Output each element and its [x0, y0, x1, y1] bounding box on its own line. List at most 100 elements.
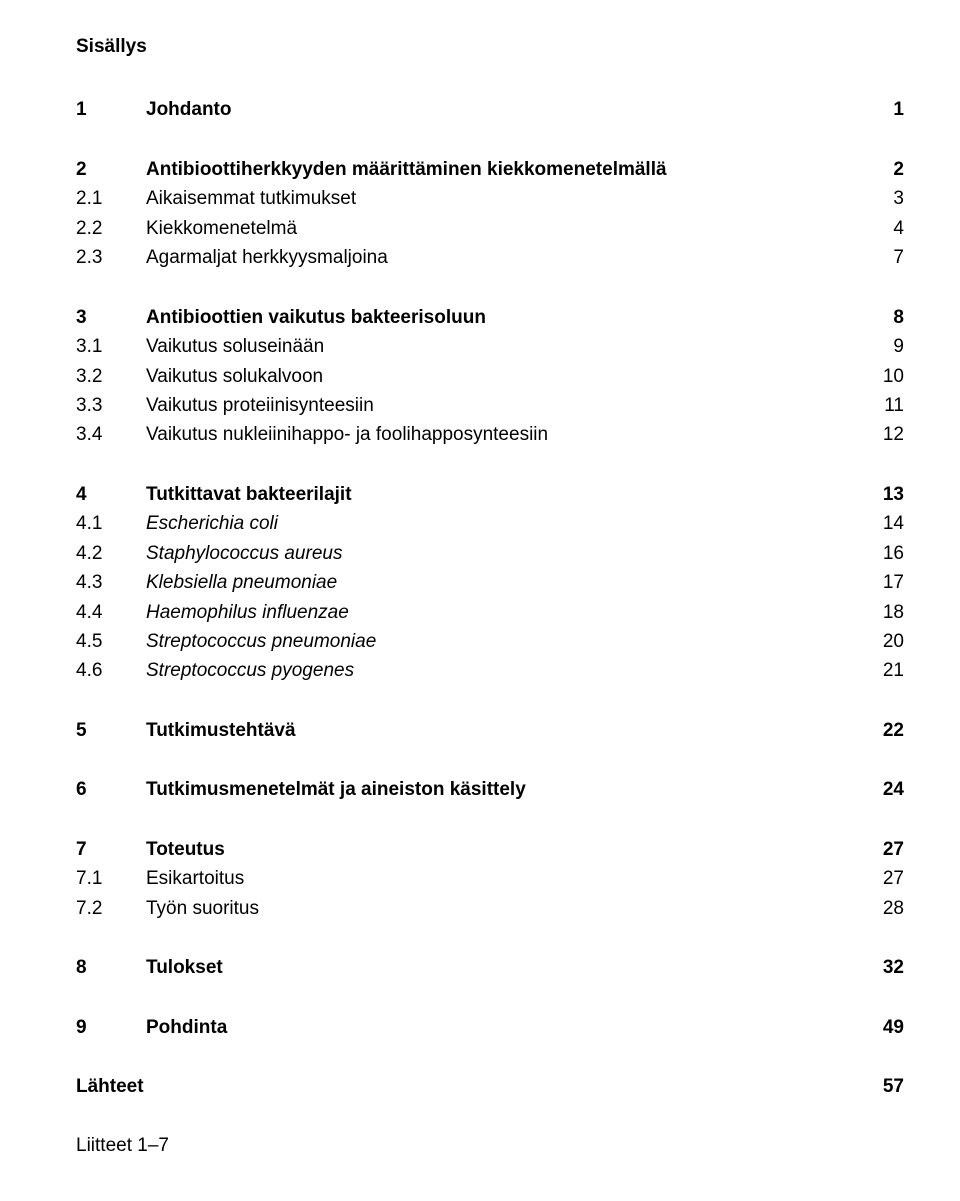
toc-entry-page: 16	[874, 539, 904, 568]
toc-entry-number: 9	[76, 1013, 146, 1042]
toc-entry-number: 7.1	[76, 864, 146, 893]
toc-entry-number: 3.4	[76, 420, 146, 449]
toc-footer-label: Lähteet	[76, 1072, 874, 1101]
toc-footer-label: Liitteet 1–7	[76, 1131, 874, 1160]
toc-entry: 2.2Kiekkomenetelmä4	[76, 214, 904, 243]
toc-entry-label: Johdanto	[146, 95, 874, 124]
toc-entry: 2Antibioottiherkkyyden määrittäminen kie…	[76, 155, 904, 184]
toc-entry-page: 17	[874, 568, 904, 597]
toc-entry-page: 13	[874, 480, 904, 509]
toc-entry-label: Antibioottien vaikutus bakteerisoluun	[146, 303, 874, 332]
toc-entry-number: 7.2	[76, 894, 146, 923]
toc-entry-number: 2.2	[76, 214, 146, 243]
toc-entry-label: Tulokset	[146, 953, 874, 982]
toc-entry: 4.3Klebsiella pneumoniae17	[76, 568, 904, 597]
toc-entry-label: Klebsiella pneumoniae	[146, 568, 874, 597]
toc-entry-number: 4.5	[76, 627, 146, 656]
toc-entry: 4.1Escherichia coli14	[76, 509, 904, 538]
toc-entry: 6Tutkimusmenetelmät ja aineiston käsitte…	[76, 775, 904, 804]
toc-entry-page: 24	[874, 775, 904, 804]
toc-entry-label: Streptococcus pneumoniae	[146, 627, 874, 656]
toc-entry-label: Staphylococcus aureus	[146, 539, 874, 568]
toc-entry: 2.1Aikaisemmat tutkimukset3	[76, 184, 904, 213]
toc-entry-number: 4.2	[76, 539, 146, 568]
toc-entry-page: 21	[874, 656, 904, 685]
toc-list: 1Johdanto12Antibioottiherkkyyden määritt…	[76, 95, 904, 1042]
toc-entry-page: 49	[874, 1013, 904, 1042]
toc-entry: 4.2Staphylococcus aureus16	[76, 539, 904, 568]
toc-entry-label: Tutkimusmenetelmät ja aineiston käsittel…	[146, 775, 874, 804]
toc-entry-page: 10	[874, 362, 904, 391]
toc-entry: 3.1Vaikutus soluseinään9	[76, 332, 904, 361]
toc-entry-page: 3	[874, 184, 904, 213]
toc-entry: 3Antibioottien vaikutus bakteerisoluun8	[76, 303, 904, 332]
toc-entry-page: 7	[874, 243, 904, 272]
toc-entry-page: 11	[874, 391, 904, 420]
toc-entry-number: 5	[76, 716, 146, 745]
toc-entry-number: 4.1	[76, 509, 146, 538]
toc-entry-label: Pohdinta	[146, 1013, 874, 1042]
toc-entry-page: 8	[874, 303, 904, 332]
toc-entry-number: 2	[76, 155, 146, 184]
toc-entry-number: 2.1	[76, 184, 146, 213]
toc-entry: 7.2Työn suoritus28	[76, 894, 904, 923]
toc-entry-page: 9	[874, 332, 904, 361]
toc-entry-number: 1	[76, 95, 146, 124]
toc-entry-page: 20	[874, 627, 904, 656]
toc-entry-number: 6	[76, 775, 146, 804]
toc-entry-page: 27	[874, 864, 904, 893]
toc-entry: 3.4Vaikutus nukleiinihappo- ja foolihapp…	[76, 420, 904, 449]
toc-entry: 7.1Esikartoitus27	[76, 864, 904, 893]
toc-entry-label: Escherichia coli	[146, 509, 874, 538]
toc-entry: 3.3Vaikutus proteiinisynteesiin11	[76, 391, 904, 420]
toc-footer-page: 57	[874, 1072, 904, 1101]
toc-entry: 3.2Vaikutus solukalvoon10	[76, 362, 904, 391]
toc-entry-label: Työn suoritus	[146, 894, 874, 923]
toc-entry-label: Tutkittavat bakteerilajit	[146, 480, 874, 509]
toc-entry-number: 4.3	[76, 568, 146, 597]
toc-entry-page: 1	[874, 95, 904, 124]
toc-entry: 7Toteutus27	[76, 835, 904, 864]
toc-entry-label: Vaikutus soluseinään	[146, 332, 874, 361]
toc-entry-number: 3.1	[76, 332, 146, 361]
toc-entry-label: Esikartoitus	[146, 864, 874, 893]
toc-entry-number: 8	[76, 953, 146, 982]
toc-entry-number: 2.3	[76, 243, 146, 272]
toc-entry-page: 32	[874, 953, 904, 982]
toc-entry-page: 12	[874, 420, 904, 449]
toc-entry: 5Tutkimustehtävä22	[76, 716, 904, 745]
toc-entry-label: Haemophilus influenzae	[146, 598, 874, 627]
toc-entry-label: Vaikutus solukalvoon	[146, 362, 874, 391]
doc-title: Sisällys	[76, 32, 904, 61]
toc-entry: 4.6Streptococcus pyogenes21	[76, 656, 904, 685]
toc-entry-label: Antibioottiherkkyyden määrittäminen kiek…	[146, 155, 874, 184]
toc-entry: 4.5Streptococcus pneumoniae20	[76, 627, 904, 656]
toc-entry-page: 27	[874, 835, 904, 864]
toc-entry-number: 4	[76, 480, 146, 509]
toc-entry: 4.4Haemophilus influenzae18	[76, 598, 904, 627]
toc-entry-label: Vaikutus proteiinisynteesiin	[146, 391, 874, 420]
toc-entry-label: Streptococcus pyogenes	[146, 656, 874, 685]
toc-entry-label: Tutkimustehtävä	[146, 716, 874, 745]
toc-entry-number: 3.2	[76, 362, 146, 391]
toc-footer-entry: Liitteet 1–7	[76, 1131, 904, 1160]
toc-entry-number: 7	[76, 835, 146, 864]
toc-entry-page: 14	[874, 509, 904, 538]
toc-entry-page: 28	[874, 894, 904, 923]
toc-footer-entry: Lähteet57	[76, 1072, 904, 1101]
toc-entry-page: 4	[874, 214, 904, 243]
toc-entry-label: Agarmaljat herkkyysmaljoina	[146, 243, 874, 272]
toc-entry-number: 4.4	[76, 598, 146, 627]
toc-entry-page: 2	[874, 155, 904, 184]
toc-entry-label: Kiekkomenetelmä	[146, 214, 874, 243]
toc-entry-label: Vaikutus nukleiinihappo- ja foolihapposy…	[146, 420, 874, 449]
toc-entry-number: 3.3	[76, 391, 146, 420]
toc-entry-number: 4.6	[76, 656, 146, 685]
toc-entry-label: Aikaisemmat tutkimukset	[146, 184, 874, 213]
toc-entry-number: 3	[76, 303, 146, 332]
toc-footer: Lähteet57 Liitteet 1–7	[76, 1072, 904, 1161]
toc-entry: 1Johdanto1	[76, 95, 904, 124]
toc-entry: 4Tutkittavat bakteerilajit13	[76, 480, 904, 509]
toc-entry: 9Pohdinta49	[76, 1013, 904, 1042]
toc-entry-label: Toteutus	[146, 835, 874, 864]
